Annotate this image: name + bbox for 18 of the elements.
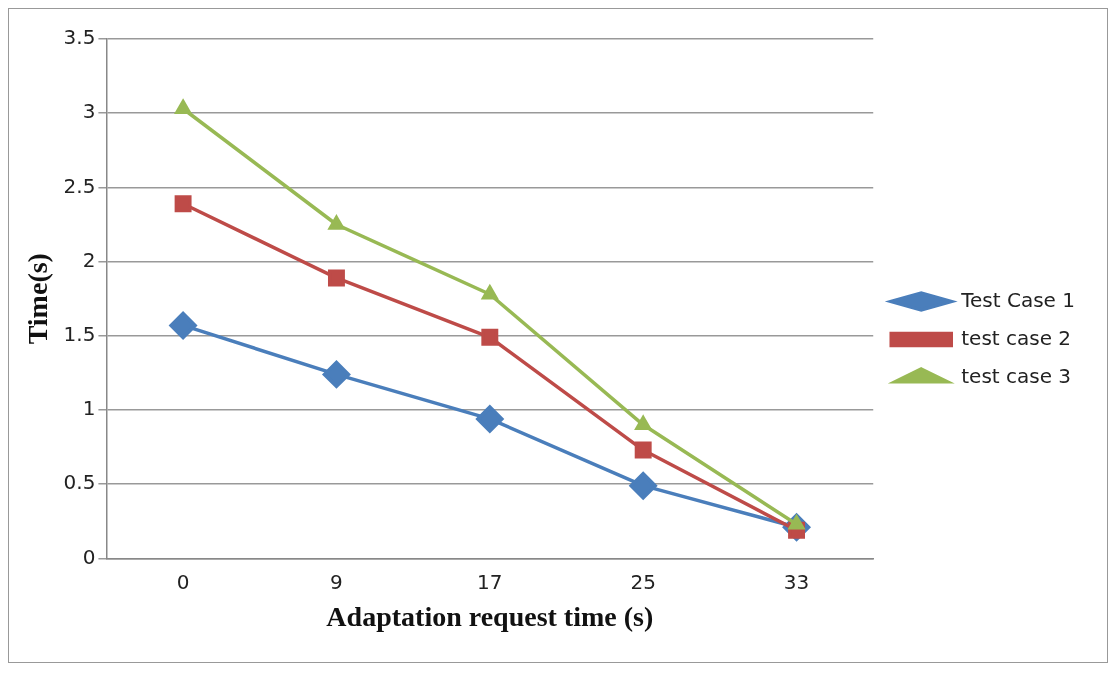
x-tick-label: 0 <box>176 569 190 594</box>
legend-label: test case 3 <box>961 363 1072 388</box>
y-tick-label: 2 <box>82 247 96 272</box>
x-tick-label: 25 <box>630 569 656 594</box>
y-tick-label: 2.5 <box>63 173 96 198</box>
legend-label: Test Case 1 <box>960 287 1076 312</box>
legend-label: test case 2 <box>961 325 1072 350</box>
y-axis-title: Time(s) <box>22 253 54 345</box>
y-tick-label: 3.5 <box>63 25 96 50</box>
x-tick-label: 33 <box>783 569 810 594</box>
y-tick-label: 1 <box>82 396 96 421</box>
x-axis-title: Adaptation request time (s) <box>326 601 654 633</box>
y-tick-label: 3 <box>82 99 96 124</box>
y-tick-label: 0.5 <box>63 470 96 495</box>
x-tick-label: 17 <box>477 569 503 594</box>
x-tick-label: 9 <box>330 569 343 594</box>
y-tick-label: 0 <box>82 544 96 569</box>
y-tick-label: 1.5 <box>63 322 96 346</box>
